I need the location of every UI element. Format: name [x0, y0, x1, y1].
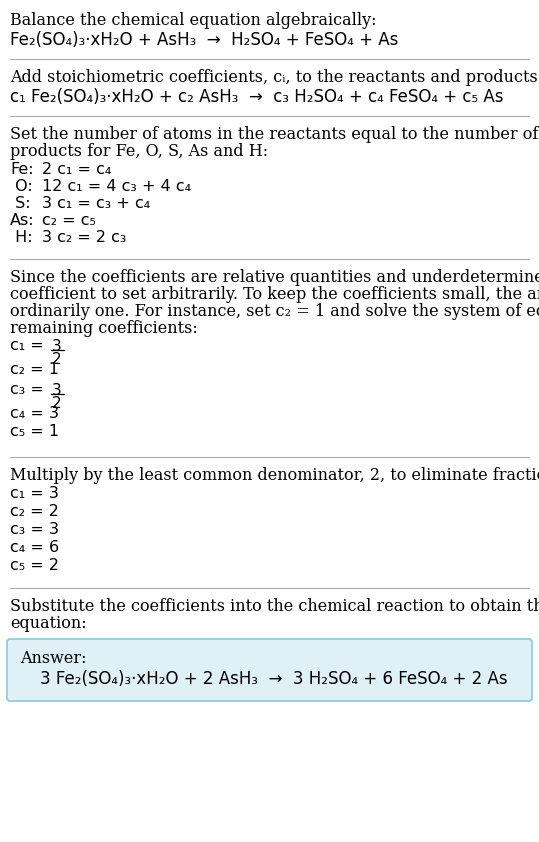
- Text: H:: H:: [10, 230, 33, 245]
- Text: 3 c₁ = c₃ + c₄: 3 c₁ = c₃ + c₄: [42, 196, 150, 211]
- Text: 3 c₂ = 2 c₃: 3 c₂ = 2 c₃: [42, 230, 126, 245]
- Text: c₁ =: c₁ =: [10, 338, 44, 353]
- Text: products for Fe, O, S, As and H:: products for Fe, O, S, As and H:: [10, 143, 268, 160]
- Text: Answer:: Answer:: [20, 650, 86, 667]
- Text: equation:: equation:: [10, 615, 87, 632]
- Text: O:: O:: [10, 179, 33, 194]
- Text: c₂ = c₅: c₂ = c₅: [42, 213, 96, 228]
- Text: c₂ = 1: c₂ = 1: [10, 361, 59, 376]
- Text: c₁ Fe₂(SO₄)₃·xH₂O + c₂ AsH₃  →  c₃ H₂SO₄ + c₄ FeSO₄ + c₅ As: c₁ Fe₂(SO₄)₃·xH₂O + c₂ AsH₃ → c₃ H₂SO₄ +…: [10, 88, 503, 106]
- Text: c₁ = 3: c₁ = 3: [10, 486, 59, 501]
- Text: remaining coefficients:: remaining coefficients:: [10, 320, 198, 337]
- Text: Fe₂(SO₄)₃·xH₂O + AsH₃  →  H₂SO₄ + FeSO₄ + As: Fe₂(SO₄)₃·xH₂O + AsH₃ → H₂SO₄ + FeSO₄ + …: [10, 31, 398, 49]
- Text: coefficient to set arbitrarily. To keep the coefficients small, the arbitrary va: coefficient to set arbitrarily. To keep …: [10, 286, 539, 303]
- Text: 2 c₁ = c₄: 2 c₁ = c₄: [42, 162, 112, 177]
- Text: c₄ = 6: c₄ = 6: [10, 540, 59, 555]
- Text: As:: As:: [10, 213, 34, 228]
- Text: c₅ = 1: c₅ = 1: [10, 424, 59, 439]
- Text: c₄ = 3: c₄ = 3: [10, 406, 59, 420]
- Text: Multiply by the least common denominator, 2, to eliminate fractional coefficient: Multiply by the least common denominator…: [10, 467, 539, 484]
- Text: 2: 2: [52, 352, 61, 367]
- Text: S:: S:: [10, 196, 31, 211]
- Text: c₃ =: c₃ =: [10, 381, 44, 397]
- Text: 2: 2: [52, 396, 61, 411]
- FancyBboxPatch shape: [7, 639, 532, 701]
- Text: c₅ = 2: c₅ = 2: [10, 558, 59, 573]
- Text: 3: 3: [52, 383, 62, 398]
- Text: Balance the chemical equation algebraically:: Balance the chemical equation algebraica…: [10, 12, 377, 29]
- Text: 12 c₁ = 4 c₃ + 4 c₄: 12 c₁ = 4 c₃ + 4 c₄: [42, 179, 191, 194]
- Text: c₃ = 3: c₃ = 3: [10, 522, 59, 537]
- Text: ordinarily one. For instance, set c₂ = 1 and solve the system of equations for t: ordinarily one. For instance, set c₂ = 1…: [10, 303, 539, 320]
- Text: 3: 3: [52, 339, 62, 354]
- Text: Fe:: Fe:: [10, 162, 33, 177]
- Text: Set the number of atoms in the reactants equal to the number of atoms in the: Set the number of atoms in the reactants…: [10, 126, 539, 143]
- Text: c₂ = 2: c₂ = 2: [10, 504, 59, 519]
- Text: 3 Fe₂(SO₄)₃·xH₂O + 2 AsH₃  →  3 H₂SO₄ + 6 FeSO₄ + 2 As: 3 Fe₂(SO₄)₃·xH₂O + 2 AsH₃ → 3 H₂SO₄ + 6 …: [40, 670, 508, 688]
- Text: Add stoichiometric coefficients, cᵢ, to the reactants and products:: Add stoichiometric coefficients, cᵢ, to …: [10, 69, 539, 86]
- Text: Since the coefficients are relative quantities and underdetermined, choose a: Since the coefficients are relative quan…: [10, 269, 539, 286]
- Text: Substitute the coefficients into the chemical reaction to obtain the balanced: Substitute the coefficients into the che…: [10, 598, 539, 615]
